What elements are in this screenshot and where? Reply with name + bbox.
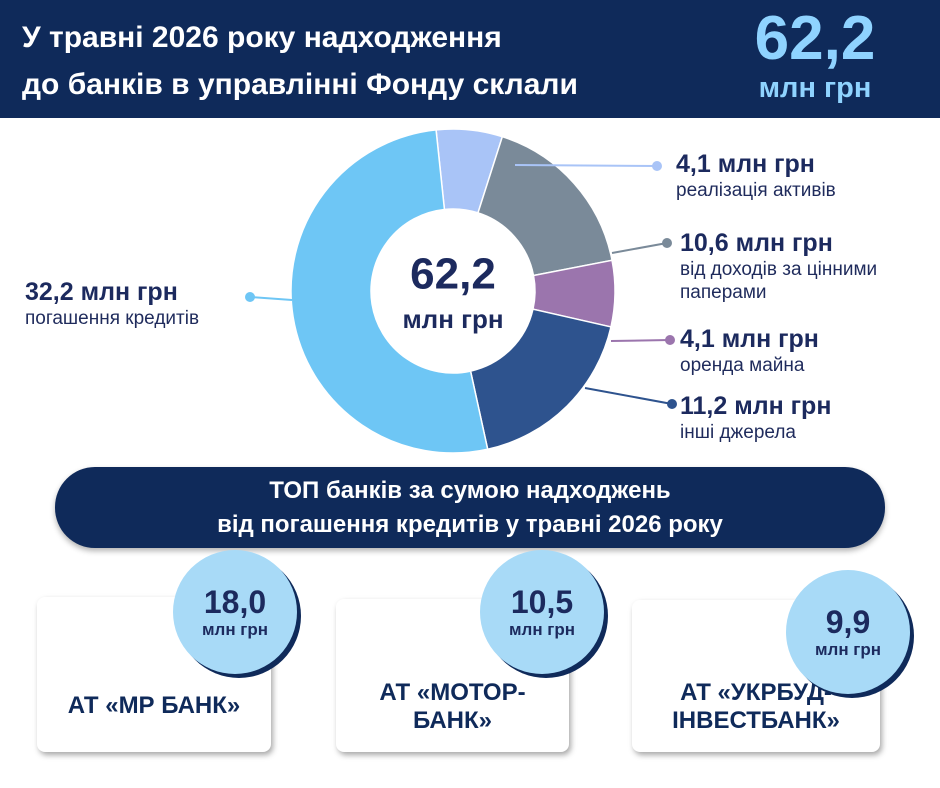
donut-segment — [477, 135, 613, 277]
leader-line — [610, 339, 671, 342]
value-label: 4,1 млн грн — [680, 325, 819, 353]
header-total: 62,2 — [754, 4, 876, 73]
value-label: 4,1 млн грн — [676, 150, 815, 178]
header-title: до банків в управлінні Фонду склали — [22, 68, 578, 101]
header-unit: млн грн — [758, 72, 872, 104]
segment-label: 11,2 млн грн інші джерела — [680, 392, 910, 444]
segment-label: 4,1 млн грн реалізація активів — [676, 150, 906, 202]
category-label: інші джерела — [680, 422, 796, 443]
header: У травні 2026 року надходження до банків… — [0, 0, 940, 118]
bank-name: АТ «МР БАНК» — [67, 691, 241, 719]
donut-hole — [377, 215, 529, 367]
bank-name: АТ «УКРБУД-ІНВЕСТБАНК» — [672, 679, 840, 734]
segment-label: 10,6 млн грн від доходів за цінними папер… — [680, 229, 910, 304]
bank-unit: млн грн — [814, 640, 882, 659]
segment-label: 32,2 млн грн погашення кредитів — [25, 278, 295, 330]
donut-segment — [469, 308, 612, 451]
banner-line: ТОП банків за сумою надходжень — [269, 476, 671, 504]
value-label: 11,2 млн грн — [680, 392, 832, 420]
bank-unit: млн грн — [508, 620, 576, 639]
leader-dot — [667, 399, 677, 409]
category-label: оренда майна — [680, 355, 805, 376]
bank-unit: млн грн — [201, 620, 269, 639]
donut-segment — [290, 129, 489, 454]
value-label: 32,2 млн грн — [25, 278, 178, 306]
banner: ТОП банків за сумою надходжень від погаш… — [55, 467, 885, 548]
center-value: 62,2 — [410, 250, 496, 299]
leader-dot — [652, 161, 662, 171]
donut-chart: 62,2 млн грн — [245, 128, 677, 454]
leader-dot — [245, 292, 255, 302]
category-label: від доходів за цінними паперами — [680, 259, 878, 303]
bank-amount: 18,0 — [203, 584, 267, 620]
segment-label: 4,1 млн грн оренда майна — [680, 325, 910, 377]
category-label: погашення кредитів — [25, 308, 200, 329]
leader-dot — [662, 238, 672, 248]
value-label: 10,6 млн грн — [680, 229, 833, 257]
leader-line — [249, 296, 293, 301]
bank-amount-circle: 9,9 млн грн — [786, 570, 910, 694]
leader-line — [514, 164, 658, 167]
category-label: реалізація активів — [676, 180, 836, 201]
bank-amount: 10,5 — [510, 584, 574, 620]
bank-amount-circle: 18,0 млн грн — [173, 550, 297, 674]
bank-amount-circle: 10,5 млн грн — [480, 550, 604, 674]
center-unit: млн грн — [402, 304, 503, 334]
leader-dot — [665, 335, 675, 345]
bank-amount: 9,9 — [825, 604, 871, 640]
bank-name: АТ «МОТОР-БАНК» — [379, 678, 526, 734]
leader-line — [611, 242, 668, 254]
leader-line — [584, 387, 673, 405]
header-title: У травні 2026 року надходження — [22, 21, 502, 54]
banner-line: від погашення кредитів у травні 2026 рок… — [217, 510, 723, 538]
